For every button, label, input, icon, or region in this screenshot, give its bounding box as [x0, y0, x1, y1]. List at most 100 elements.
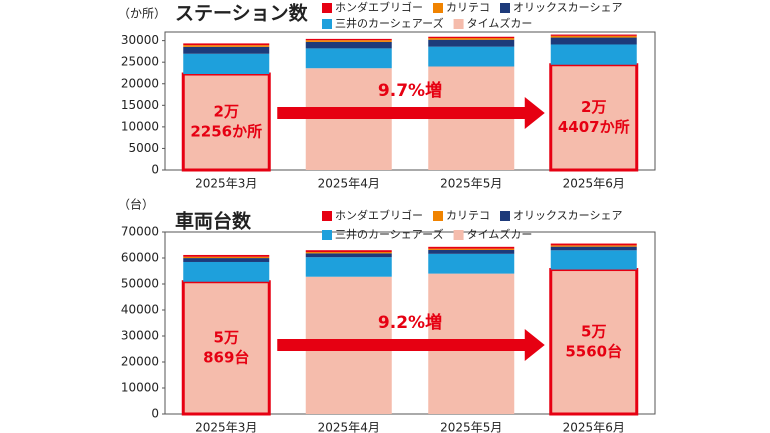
legend-swatch — [500, 211, 510, 221]
y-tick-label: 40000 — [121, 303, 159, 317]
bar-segment — [305, 250, 392, 253]
bar-callout: 2万 — [214, 103, 239, 121]
bar-segment — [550, 34, 637, 36]
arrow-head — [524, 97, 545, 129]
bar-segment — [183, 46, 270, 54]
y-tick-label: 30000 — [121, 329, 159, 343]
legend-label: ホンダエブリゴー — [335, 208, 423, 222]
bar-callout: 2万 — [581, 98, 606, 116]
bar-segment — [181, 280, 271, 416]
arrow-shaft — [277, 107, 527, 119]
y-tick-label: 0 — [151, 407, 159, 421]
x-tick-label: 2025年4月 — [318, 421, 380, 433]
y-tick-label: 25000 — [121, 55, 159, 69]
unit-label: （か所） — [118, 7, 166, 21]
bar-segment — [183, 43, 270, 46]
bar-segment — [305, 252, 392, 254]
legend-label: 三井のカーシェアーズ — [335, 16, 444, 30]
legend-label: ホンダエブリゴー — [335, 0, 423, 14]
y-tick-label: 10000 — [121, 381, 159, 395]
legend-label: カリテコ — [446, 209, 490, 222]
legend-swatch — [453, 19, 464, 29]
change-label: 9.7%増 — [378, 80, 442, 101]
bar-segment — [305, 68, 392, 170]
x-tick-label: 2025年3月 — [195, 177, 257, 191]
bar-segment — [183, 53, 270, 75]
x-tick-label: 2025年5月 — [440, 177, 502, 191]
bar-segment — [550, 243, 637, 246]
legend-label: 三井のカーシェアーズ — [335, 227, 444, 241]
legend-swatch — [453, 230, 464, 240]
bar-segment — [428, 39, 515, 47]
x-tick-label: 2025年5月 — [440, 421, 502, 433]
bar-segment — [550, 250, 637, 270]
y-tick-label: 10000 — [121, 119, 159, 133]
plot-frame — [164, 231, 656, 415]
bar-segment — [183, 254, 270, 257]
bar-segment — [428, 246, 515, 249]
legend-swatch — [433, 3, 443, 13]
bar-segment — [183, 256, 270, 259]
legend-swatch — [322, 3, 332, 13]
chart-title: 車両台数 — [175, 210, 252, 233]
y-tick-label: 30000 — [121, 33, 159, 47]
bar-callout: 5万 — [214, 328, 239, 346]
bar-segment — [305, 40, 392, 42]
legend-swatch — [322, 19, 332, 29]
legend-label: タイムズカー — [467, 227, 533, 241]
bar-segment — [550, 246, 637, 251]
legend-swatch — [322, 230, 332, 240]
bar-segment — [549, 268, 639, 416]
y-tick-label: 0 — [151, 163, 159, 177]
bar-segment — [550, 245, 637, 247]
bar-segment — [305, 253, 392, 258]
bar-segment — [550, 44, 637, 65]
bar-segment — [428, 46, 515, 67]
bar-segment — [305, 41, 392, 49]
bar-segment — [183, 45, 270, 47]
legend-label: タイムズカー — [467, 16, 533, 30]
y-tick-label: 50000 — [121, 277, 159, 291]
bar-segment — [428, 249, 515, 254]
bar-segment — [305, 48, 392, 69]
y-tick-label: 5000 — [128, 141, 159, 155]
y-tick-label: 15000 — [121, 98, 159, 112]
chart-title: ステーション数 — [175, 2, 309, 25]
bar-segment — [183, 261, 270, 282]
bar-segment — [428, 253, 515, 274]
bar-callout: 869台 — [203, 348, 249, 366]
bar-segment — [183, 258, 270, 262]
bar-segment — [305, 38, 392, 41]
x-tick-label: 2025年3月 — [195, 421, 257, 433]
bar-callout: 5560台 — [565, 342, 622, 360]
bar-callout: 4407か所 — [558, 118, 630, 136]
bar-segment — [550, 37, 637, 45]
y-tick-label: 20000 — [121, 355, 159, 369]
x-tick-label: 2025年6月 — [563, 421, 625, 433]
bar-segment — [428, 36, 515, 39]
legend-label: オリックスカーシェア — [513, 1, 622, 14]
change-label: 9.2%増 — [378, 312, 442, 333]
plot-frame — [164, 31, 656, 171]
x-tick-label: 2025年6月 — [563, 177, 625, 191]
y-tick-label: 70000 — [121, 225, 159, 239]
legend-swatch — [322, 211, 332, 221]
bar-segment — [305, 257, 392, 277]
arrow-head — [524, 329, 545, 361]
legend-label: オリックスカーシェア — [513, 209, 622, 222]
bar-segment — [550, 35, 637, 38]
legend-swatch — [433, 211, 443, 221]
unit-label: （台） — [118, 197, 154, 212]
bar-segment — [428, 248, 515, 250]
legend-swatch — [500, 3, 510, 13]
arrow-shaft — [277, 339, 527, 351]
y-tick-label: 60000 — [121, 251, 159, 265]
legend-label: カリテコ — [446, 1, 490, 14]
bar-segment — [549, 63, 639, 172]
bar-callout: 2256か所 — [190, 123, 262, 141]
bar-segment — [428, 38, 515, 40]
bar-callout: 5万 — [581, 322, 606, 340]
y-tick-label: 20000 — [121, 76, 159, 90]
x-tick-label: 2025年4月 — [318, 177, 380, 191]
